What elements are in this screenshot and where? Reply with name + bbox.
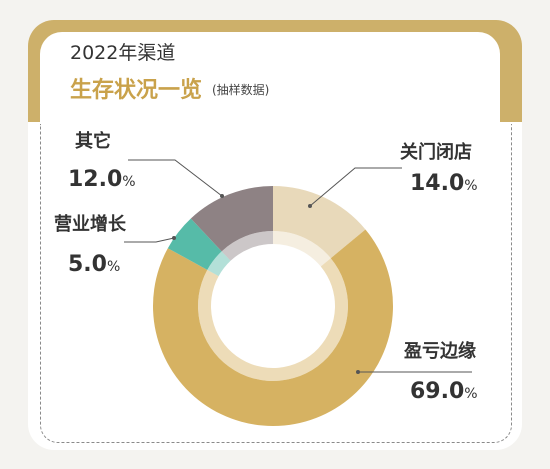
slice-inner-other — [221, 231, 273, 261]
leader-closed — [309, 167, 402, 207]
label-value-margin: 69.0% — [410, 379, 478, 404]
page-title: 2022年渠道 — [70, 42, 176, 64]
leader-other-dot — [220, 194, 224, 198]
leader-other — [128, 159, 223, 197]
slice-margin — [153, 229, 394, 427]
label-name-other: 其它 — [75, 131, 111, 152]
slice-closed — [273, 186, 366, 259]
label-value-growth: 5.0% — [68, 252, 121, 277]
leader-growth — [124, 237, 175, 243]
slice-inner-closed — [273, 231, 331, 267]
label-name-margin: 盈亏边缘 — [404, 341, 476, 362]
slice-growth — [167, 218, 222, 270]
leader-growth-dot — [172, 236, 176, 240]
chart-card — [28, 20, 522, 450]
slice-inner-margin — [198, 258, 348, 381]
label-name-growth: 营业增长 — [54, 214, 126, 235]
label-value-closed: 14.0% — [410, 171, 478, 196]
label-value-other: 12.0% — [68, 167, 136, 192]
dashed-border — [40, 124, 512, 443]
header-card — [40, 32, 500, 126]
slice-other — [190, 186, 273, 252]
chart-subtitle: (抽样数据) — [212, 83, 270, 97]
leader-margin-dot — [356, 370, 360, 374]
slice-inner-growth — [207, 251, 231, 277]
leader-closed-dot — [308, 204, 312, 208]
label-name-closed: 关门闭店 — [400, 142, 472, 163]
chart-title: 生存状况一览 — [70, 78, 203, 103]
